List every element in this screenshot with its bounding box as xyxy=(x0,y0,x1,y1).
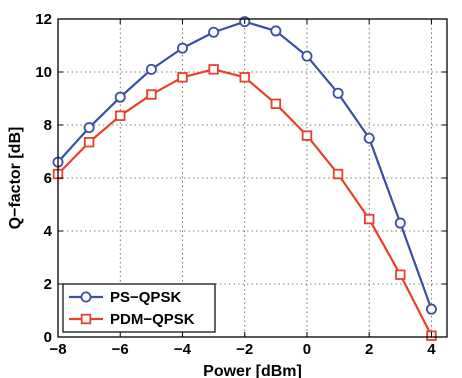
data-point-ps-qpsk xyxy=(425,303,437,315)
legend-entry-ps-qpsk: PS−QPSK xyxy=(69,289,181,306)
data-point-ps-qpsk xyxy=(301,50,313,62)
data-point-pdm-qpsk xyxy=(363,213,375,225)
ticks: −8 −6 −4 −2 0 2 4 0 2 4 6 8 10 12 xyxy=(35,11,447,358)
y-tick-label: 12 xyxy=(35,11,52,28)
legend-marker-pdm-qpsk xyxy=(80,313,92,325)
x-tick-label: −2 xyxy=(236,341,253,358)
x-tick-label: 0 xyxy=(303,341,311,358)
x-tick-label: −8 xyxy=(49,341,66,358)
data-point-pdm-qpsk xyxy=(239,72,250,83)
data-point-pdm-qpsk xyxy=(332,168,344,180)
data-point-pdm-qpsk xyxy=(208,64,219,75)
legend-marker-ps-qpsk xyxy=(80,291,92,303)
data-point-pdm-qpsk xyxy=(146,89,157,100)
x-tick-label: −6 xyxy=(112,341,129,358)
legend-label-ps-qpsk: PS−QPSK xyxy=(110,289,181,306)
data-point-ps-qpsk xyxy=(332,87,344,99)
data-point-pdm-qpsk xyxy=(177,72,188,83)
data-point-ps-qpsk xyxy=(208,26,220,38)
y-axis-label: Q−factor [dB] xyxy=(7,127,24,230)
data-point-ps-qpsk xyxy=(114,91,126,103)
data-point-pdm-qpsk xyxy=(301,130,313,141)
y-tick-label: 8 xyxy=(44,117,52,134)
y-tick-label: 4 xyxy=(44,223,53,240)
data-point-pdm-qpsk xyxy=(395,269,406,280)
y-tick-label: 6 xyxy=(44,170,52,187)
data-point-ps-qpsk xyxy=(270,25,282,37)
data-point-ps-qpsk xyxy=(176,42,188,54)
legend: PS−QPSK PDM−QPSK xyxy=(62,283,216,333)
legend-label-pdm-qpsk: PDM−QPSK xyxy=(110,311,195,328)
y-tick-label: 10 xyxy=(35,64,52,81)
data-point-ps-qpsk xyxy=(394,217,406,229)
x-tick-label: −4 xyxy=(174,341,192,358)
data-point-pdm-qpsk xyxy=(270,98,282,110)
y-tick-label: 2 xyxy=(44,276,52,293)
x-tick-label: 2 xyxy=(365,341,373,358)
data-point-pdm-qpsk xyxy=(83,137,95,148)
data-point-ps-qpsk xyxy=(83,122,95,134)
data-point-ps-qpsk xyxy=(145,63,157,75)
data-point-ps-qpsk xyxy=(363,132,375,144)
x-axis-label: Power [dBm] xyxy=(203,363,302,378)
data-point-pdm-qpsk xyxy=(115,110,126,121)
series-pdm-qpsk xyxy=(52,64,437,341)
y-tick-label: 0 xyxy=(44,329,52,346)
x-tick-label: 4 xyxy=(427,341,436,358)
legend-entry-pdm-qpsk: PDM−QPSK xyxy=(69,311,195,328)
